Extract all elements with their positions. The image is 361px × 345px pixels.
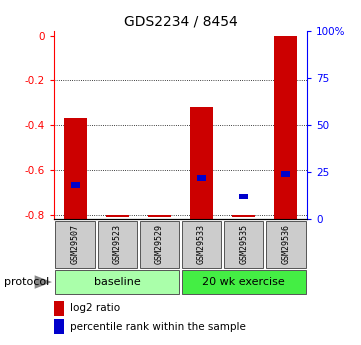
Bar <box>190 107 213 219</box>
Bar <box>274 36 297 219</box>
Bar <box>266 220 305 268</box>
Bar <box>70 183 80 188</box>
Text: 20 wk exercise: 20 wk exercise <box>202 277 285 287</box>
Text: GSM29529: GSM29529 <box>155 224 164 264</box>
Text: GSM29536: GSM29536 <box>281 224 290 264</box>
Bar <box>197 175 206 180</box>
Text: baseline: baseline <box>94 277 141 287</box>
Bar <box>106 215 129 217</box>
Bar <box>148 215 171 217</box>
Bar <box>97 220 137 268</box>
Bar <box>281 171 291 177</box>
Text: percentile rank within the sample: percentile rank within the sample <box>70 322 246 332</box>
Bar <box>140 220 179 268</box>
Text: protocol: protocol <box>4 277 49 287</box>
Bar <box>54 301 64 315</box>
Bar <box>54 319 64 334</box>
Bar <box>182 220 221 268</box>
Text: log2 ratio: log2 ratio <box>70 303 120 313</box>
Bar <box>64 118 87 219</box>
Title: GDS2234 / 8454: GDS2234 / 8454 <box>123 14 238 29</box>
Bar <box>56 220 95 268</box>
Bar <box>182 270 305 294</box>
Polygon shape <box>35 275 52 289</box>
Text: GSM29533: GSM29533 <box>197 224 206 264</box>
Bar <box>224 220 264 268</box>
Bar <box>232 215 255 217</box>
Text: GSM29507: GSM29507 <box>71 224 80 264</box>
Bar <box>239 194 248 199</box>
Text: GSM29523: GSM29523 <box>113 224 122 264</box>
Bar <box>56 270 179 294</box>
Text: GSM29535: GSM29535 <box>239 224 248 264</box>
